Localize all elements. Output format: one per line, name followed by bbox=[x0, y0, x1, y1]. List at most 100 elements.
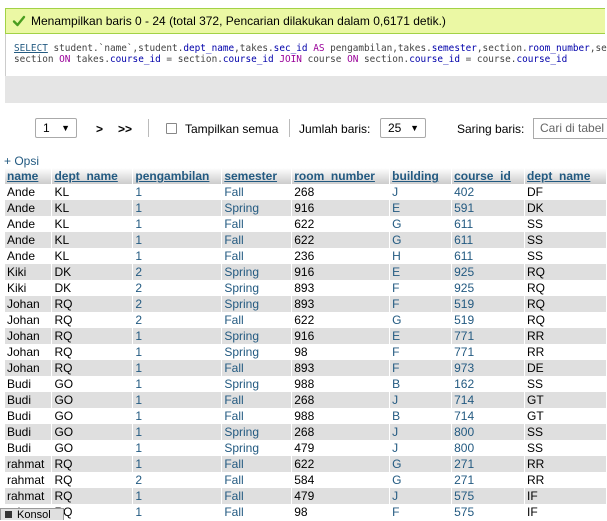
table-row[interactable]: Johan RQ 2 Fall 622 G 519 RQ bbox=[5, 312, 607, 328]
table-cell: DK bbox=[51, 264, 134, 280]
table-row[interactable]: Ande KL 1 Fall 622 G 611 SS bbox=[5, 232, 607, 248]
results-table: name dept_name pengambilan semester room_num… bbox=[5, 168, 607, 520]
table-cell: 988 bbox=[291, 408, 391, 424]
next-page-button[interactable]: > bbox=[96, 122, 104, 136]
table-row[interactable]: Kiki DK 2 Spring 916 E 925 RQ bbox=[5, 264, 607, 280]
rows-select[interactable]: 25 ▼ bbox=[380, 118, 426, 138]
table-cell: J bbox=[389, 184, 453, 200]
table-cell: Ande bbox=[5, 232, 53, 248]
table-row[interactable]: rahmat RQ 1 Fall 479 J 575 IF bbox=[5, 488, 607, 504]
table-cell: RQ bbox=[51, 344, 134, 360]
table-cell: 1 bbox=[132, 504, 223, 520]
show-all-checkbox[interactable] bbox=[166, 123, 177, 134]
sql-token: semester bbox=[431, 43, 477, 54]
table-cell: 893 bbox=[291, 280, 391, 296]
table-cell: IF bbox=[524, 504, 607, 520]
table-cell: RQ bbox=[524, 296, 607, 312]
table-row[interactable]: Kiki DK 2 Spring 893 F 925 RQ bbox=[5, 280, 607, 296]
table-cell: rahmat bbox=[5, 472, 53, 488]
table-cell: Fall bbox=[221, 360, 293, 376]
table-cell: Johan bbox=[5, 312, 53, 328]
table-cell: Fall bbox=[221, 472, 293, 488]
column-header[interactable]: building bbox=[389, 168, 453, 184]
table-cell: G bbox=[389, 216, 453, 232]
column-header[interactable]: semester bbox=[221, 168, 293, 184]
table-cell: 2 bbox=[132, 264, 223, 280]
filter-input[interactable]: Cari di tabel ini bbox=[533, 118, 607, 139]
table-header: name dept_name pengambilan semester room_num… bbox=[5, 168, 607, 184]
table-cell: Kiki bbox=[5, 264, 53, 280]
table-cell: IF bbox=[524, 488, 607, 504]
table-cell: 714 bbox=[451, 408, 526, 424]
column-header[interactable]: room_number bbox=[291, 168, 391, 184]
table-cell: B bbox=[389, 376, 453, 392]
table-cell: 1 bbox=[132, 200, 223, 216]
sql-token[interactable]: SELECT bbox=[14, 43, 48, 54]
success-message: Menampilkan baris 0 - 24 (total 372, Pen… bbox=[5, 8, 605, 34]
table-cell: 1 bbox=[132, 376, 223, 392]
table-cell: SS bbox=[524, 440, 607, 456]
page-select[interactable]: 1 ▼ bbox=[35, 118, 77, 138]
table-row[interactable]: rahmat RQ 2 Fall 584 G 271 RR bbox=[5, 472, 607, 488]
table-cell: KL bbox=[51, 200, 134, 216]
sql-token: section. bbox=[358, 54, 410, 65]
table-row[interactable]: Ande KL 1 Fall 268 J 402 DF bbox=[5, 184, 607, 200]
table-cell: 1 bbox=[132, 424, 223, 440]
table-cell: Spring bbox=[221, 424, 293, 440]
table-cell: RQ bbox=[51, 312, 134, 328]
table-cell: Ande bbox=[5, 248, 53, 264]
table-row[interactable]: Johan RQ 1 Spring 916 E 771 RR bbox=[5, 328, 607, 344]
column-header[interactable]: name bbox=[5, 168, 53, 184]
table-cell: 611 bbox=[451, 216, 526, 232]
sql-token: ON bbox=[59, 54, 71, 65]
table-cell: 575 bbox=[451, 504, 526, 520]
table-cell: Budi bbox=[5, 392, 53, 408]
table-cell: Fall bbox=[221, 184, 293, 200]
table-cell: E bbox=[389, 328, 453, 344]
sql-line-2: section ON takes.course_id = section.cou… bbox=[14, 54, 607, 65]
table-cell: Fall bbox=[221, 232, 293, 248]
table-cell: 611 bbox=[451, 232, 526, 248]
table-cell: Budi bbox=[5, 424, 53, 440]
table-row[interactable]: Budi GO 1 Spring 988 B 162 SS bbox=[5, 376, 607, 392]
console-tab[interactable]: Konsol bbox=[0, 508, 64, 521]
table-row[interactable]: rahmat RQ 1 Fall 622 G 271 RR bbox=[5, 456, 607, 472]
table-cell: DF bbox=[524, 184, 607, 200]
table-cell: 622 bbox=[291, 456, 391, 472]
table-cell: Budi bbox=[5, 440, 53, 456]
filter-label: Saring baris: bbox=[457, 122, 525, 136]
sql-token: ,section. bbox=[476, 43, 528, 54]
sql-token: room_number bbox=[527, 43, 590, 54]
table-row[interactable]: Johan RQ 1 Spring 98 F 771 RR bbox=[5, 344, 607, 360]
column-header[interactable]: dept_name bbox=[524, 168, 607, 184]
console-label: Konsol bbox=[17, 508, 51, 521]
sql-token: ,section.bu bbox=[589, 43, 607, 54]
table-cell: 800 bbox=[451, 424, 526, 440]
table-cell: 916 bbox=[291, 328, 391, 344]
table-row[interactable]: Ande KL 1 Spring 916 E 591 DK bbox=[5, 200, 607, 216]
options-link[interactable]: + Opsi bbox=[4, 154, 40, 168]
table-row[interactable]: Johan RQ 1 Fall 893 F 973 DE bbox=[5, 360, 607, 376]
chevron-down-icon: ▼ bbox=[61, 123, 70, 133]
column-header[interactable]: pengambilan bbox=[132, 168, 223, 184]
table-row[interactable]: rahmatRQ1Fall98F575IF bbox=[5, 504, 607, 520]
column-header[interactable]: course_id bbox=[451, 168, 526, 184]
table-row[interactable]: Budi GO 1 Fall 268 J 714 GT bbox=[5, 392, 607, 408]
table-cell: G bbox=[389, 456, 453, 472]
navigation-bar: 1 ▼ > >> Tampilkan semua Jumlah baris: 2… bbox=[5, 110, 607, 146]
success-text: Menampilkan baris 0 - 24 (total 372, Pen… bbox=[31, 14, 446, 28]
table-cell: KL bbox=[51, 216, 134, 232]
table-cell: 1 bbox=[132, 392, 223, 408]
table-row[interactable]: Johan RQ 2 Spring 893 F 519 RQ bbox=[5, 296, 607, 312]
query-toolbar bbox=[5, 76, 607, 103]
table-row[interactable]: Budi GO 1 Spring 268 J 800 SS bbox=[5, 424, 607, 440]
table-row[interactable]: Budi GO 1 Spring 479 J 800 SS bbox=[5, 440, 607, 456]
table-row[interactable]: Ande KL 1 Fall 622 G 611 SS bbox=[5, 216, 607, 232]
table-row[interactable]: Ande KL 1 Fall 236 H 611 SS bbox=[5, 248, 607, 264]
sql-token: course bbox=[301, 54, 348, 65]
table-cell: 2 bbox=[132, 312, 223, 328]
last-page-button[interactable]: >> bbox=[118, 122, 133, 136]
table-row[interactable]: Budi GO 1 Fall 988 B 714 GT bbox=[5, 408, 607, 424]
column-header[interactable]: dept_name bbox=[51, 168, 134, 184]
table-cell: J bbox=[389, 440, 453, 456]
